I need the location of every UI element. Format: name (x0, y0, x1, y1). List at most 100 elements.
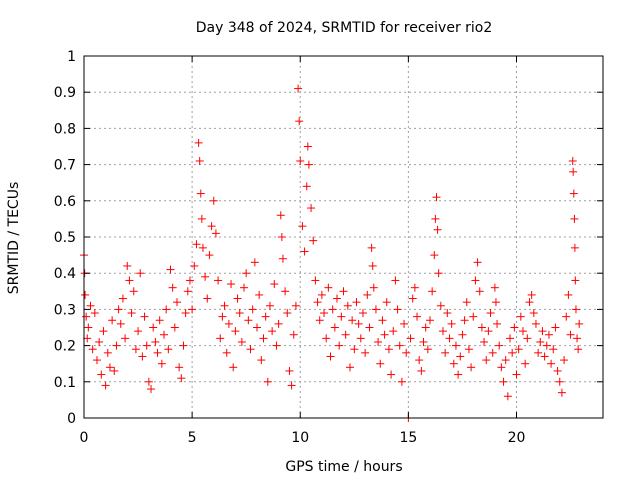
data-point (367, 243, 376, 252)
data-point (229, 363, 238, 372)
data-point (569, 167, 578, 176)
data-point (356, 334, 365, 343)
data-point (415, 356, 424, 365)
data-point (521, 359, 530, 368)
data-point (108, 316, 117, 325)
data-point (157, 359, 166, 368)
data-point (562, 312, 571, 321)
y-tick-label: 0.9 (54, 85, 76, 101)
y-tick-label: 0.6 (54, 194, 76, 210)
data-point (244, 316, 253, 325)
data-point (218, 312, 227, 321)
data-point (430, 251, 439, 260)
data-point (431, 214, 440, 223)
data-point (469, 312, 478, 321)
data-point (84, 323, 93, 332)
data-point (151, 337, 160, 346)
data-point (250, 258, 259, 267)
data-point (302, 182, 311, 191)
data-point (542, 341, 551, 350)
data-point (131, 345, 140, 354)
data-point (571, 305, 580, 314)
x-tick-label: 10 (291, 430, 309, 446)
data-point (121, 334, 130, 343)
data-point (475, 287, 484, 296)
x-tick-label: 5 (188, 430, 197, 446)
x-tick-label: 20 (508, 430, 526, 446)
data-point (227, 280, 236, 289)
data-point (345, 363, 354, 372)
data-point (309, 236, 318, 245)
data-point (105, 363, 114, 372)
data-point (551, 323, 560, 332)
data-point (298, 222, 307, 231)
data-point (114, 305, 123, 314)
data-point (564, 290, 573, 299)
data-point (190, 261, 199, 270)
data-point (285, 366, 294, 375)
data-point (534, 348, 543, 357)
data-point (361, 348, 370, 357)
data-point (311, 276, 320, 285)
data-point (514, 345, 523, 354)
data-point (209, 196, 218, 205)
data-point (419, 337, 428, 346)
data-point (160, 330, 169, 339)
data-point (488, 348, 497, 357)
data-point (454, 370, 463, 379)
data-point (499, 377, 508, 386)
data-point (103, 348, 112, 357)
data-point (201, 272, 210, 281)
y-tick-label: 0.4 (54, 266, 76, 282)
data-point (263, 377, 272, 386)
data-point (441, 348, 450, 357)
data-point (423, 345, 432, 354)
data-point (406, 334, 415, 343)
data-point (136, 269, 145, 278)
data-point (480, 337, 489, 346)
data-point (341, 330, 350, 339)
data-point (242, 269, 251, 278)
data-point (278, 254, 287, 263)
data-point (170, 323, 179, 332)
data-point (203, 294, 212, 303)
data-point (324, 283, 333, 292)
data-point (235, 309, 244, 318)
data-point (127, 309, 136, 318)
data-point (569, 189, 578, 198)
data-point (387, 370, 396, 379)
data-point (473, 258, 482, 267)
data-point (350, 345, 359, 354)
data-point (428, 287, 437, 296)
data-point (95, 337, 104, 346)
data-point (393, 305, 402, 314)
data-point (307, 204, 316, 213)
data-point (196, 189, 205, 198)
data-point (231, 327, 240, 336)
data-point (371, 305, 380, 314)
data-point (295, 117, 304, 126)
data-point (451, 341, 460, 350)
data-point (497, 363, 506, 372)
chart-title: Day 348 of 2024, SRMTID for receiver rio… (196, 20, 493, 36)
data-point (363, 290, 372, 299)
data-point (555, 377, 564, 386)
data-point (81, 290, 90, 299)
data-point (303, 142, 312, 151)
data-point (354, 319, 363, 328)
data-point (456, 352, 465, 361)
data-point (101, 381, 110, 390)
data-point (491, 298, 500, 307)
data-point (389, 327, 398, 336)
data-point (118, 294, 127, 303)
data-point (197, 214, 206, 223)
data-point (495, 341, 504, 350)
data-point (129, 287, 138, 296)
data-point (99, 327, 108, 336)
data-point (283, 309, 292, 318)
data-point (358, 309, 367, 318)
data-point (395, 341, 404, 350)
data-point (410, 283, 419, 292)
data-point (443, 309, 452, 318)
data-point (261, 312, 270, 321)
